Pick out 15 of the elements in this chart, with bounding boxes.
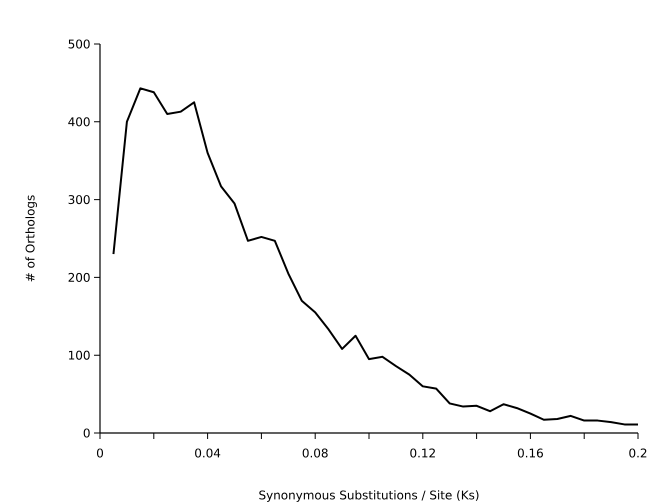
y-axis-title: # of Orthologs [25, 195, 37, 282]
x-tick-label: 0.12 [410, 448, 435, 458]
x-tick-label: 0.2 [629, 448, 646, 458]
x-tick-label: 0.08 [302, 448, 328, 458]
x-tick-label: 0.16 [518, 448, 543, 458]
y-tick-label: 100 [68, 350, 90, 360]
y-tick-label: 500 [68, 39, 90, 49]
y-tick-label: 400 [68, 117, 90, 126]
x-tick-label: 0.04 [195, 448, 220, 458]
y-tick-label: 200 [68, 272, 90, 282]
line-series [112, 87, 640, 426]
x-tick-label: 0 [96, 448, 104, 458]
x-axis-title: Synonymous Substitutions / Site (Ks) [259, 490, 478, 502]
y-tick-label: 0 [84, 428, 90, 438]
y-tick-label: 300 [68, 195, 90, 204]
